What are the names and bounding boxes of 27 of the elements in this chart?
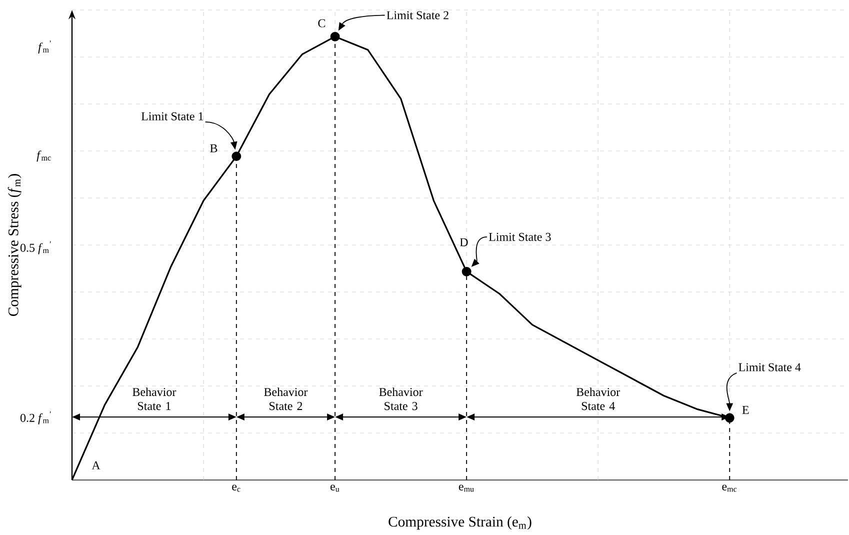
point: [232, 152, 242, 162]
y-axis-title: Compressive Stress (f$_{m}$): [8, 174, 22, 316]
text: 0.5 f$_{m}$': [20, 241, 51, 254]
annotation: Limit State 1: [141, 112, 204, 120]
x-axis-title: Compressive Strain (e$_{m}$): [388, 516, 532, 530]
x-tick-label: e$_{u}$: [330, 484, 340, 492]
annotation: Limit State 3: [488, 232, 551, 241]
annotation: Behavior State 4: [576, 388, 620, 410]
annotation: Limit State 4: [738, 363, 801, 372]
annotation: A: [92, 461, 100, 470]
x-tick-label: e$_{mc}$: [722, 484, 737, 492]
annotation: B: [210, 144, 218, 152]
annotation: C: [318, 19, 326, 28]
text: f$_{mc}$: [36, 150, 51, 162]
annotation: D: [460, 238, 468, 246]
annotation: Behavior State 3: [379, 388, 423, 410]
point: [462, 266, 472, 276]
annotation: E: [742, 406, 749, 414]
annotation: Behavior State 1: [132, 388, 176, 410]
text: Limit State 2: [386, 11, 448, 20]
x-tick-label: e$_{mu}$: [458, 484, 474, 492]
annotation: Behavior State 2: [264, 388, 308, 410]
point: [724, 413, 734, 423]
x-tick-label: e$_{c}$: [232, 484, 240, 492]
point: [330, 32, 340, 42]
text: 0.2 f$_{m}$': [20, 411, 51, 424]
text: f$_{m}$': [38, 40, 51, 54]
